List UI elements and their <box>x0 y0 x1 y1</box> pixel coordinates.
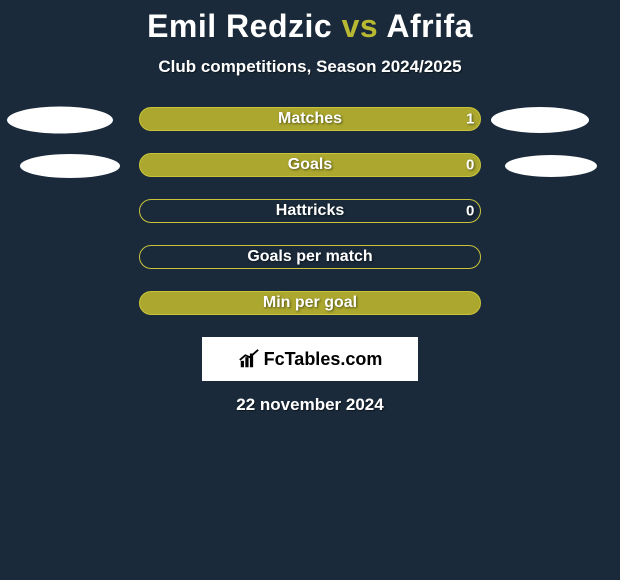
stat-row: Goals per match <box>0 245 620 271</box>
right-marker <box>505 155 597 177</box>
stat-bar: Hattricks 0 <box>139 199 481 223</box>
right-marker <box>491 107 589 133</box>
stat-row: Min per goal <box>0 291 620 317</box>
player1-name: Emil Redzic <box>147 8 332 44</box>
stat-bar: Matches 1 <box>139 107 481 131</box>
stat-row: Hattricks 0 <box>0 199 620 225</box>
chart-icon <box>238 348 260 370</box>
logo-text: FcTables.com <box>264 349 383 370</box>
left-marker <box>7 107 113 134</box>
stat-row: Matches 1 <box>0 107 620 133</box>
stat-label: Hattricks <box>276 202 344 220</box>
stat-label: Min per goal <box>263 294 357 312</box>
stat-label: Matches <box>278 110 342 128</box>
date-label: 22 november 2024 <box>0 395 620 415</box>
stat-value-right: 1 <box>466 111 474 128</box>
stat-bar: Goals 0 <box>139 153 481 177</box>
stat-label: Goals <box>288 156 332 174</box>
stat-row: Goals 0 <box>0 153 620 179</box>
page-title: Emil Redzic vs Afrifa <box>0 8 620 45</box>
comparison-card: Emil Redzic vs Afrifa Club competitions,… <box>0 0 620 415</box>
vs-label: vs <box>342 8 379 44</box>
stat-value-right: 0 <box>466 203 474 220</box>
stat-value-right: 0 <box>466 157 474 174</box>
subtitle: Club competitions, Season 2024/2025 <box>0 57 620 77</box>
player2-name: Afrifa <box>386 8 473 44</box>
left-marker <box>20 154 120 178</box>
stat-label: Goals per match <box>247 248 372 266</box>
stat-bar: Min per goal <box>139 291 481 315</box>
site-logo[interactable]: FcTables.com <box>202 337 418 381</box>
stat-bar: Goals per match <box>139 245 481 269</box>
stats-rows: Matches 1 Goals 0 Hattricks 0 Goals per match M… <box>0 107 620 317</box>
